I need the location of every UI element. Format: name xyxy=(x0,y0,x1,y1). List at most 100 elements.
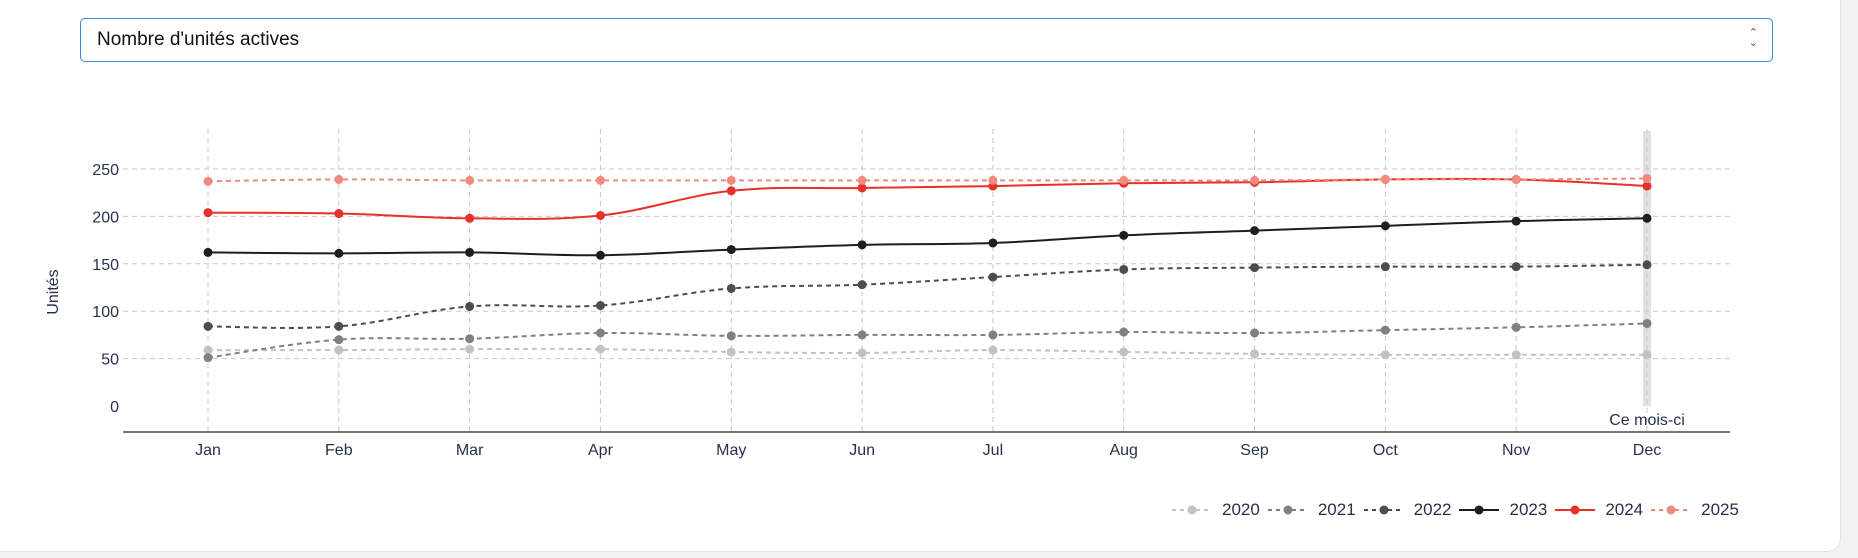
data-point xyxy=(726,186,736,196)
legend-line-icon xyxy=(1172,505,1212,515)
series-2024 xyxy=(203,174,1652,223)
x-tick-label: Feb xyxy=(325,442,353,459)
x-tick-label: Jan xyxy=(195,442,221,459)
data-point xyxy=(1250,175,1260,185)
metric-select[interactable]: Nombre d'unités actives ⌃ ⌄ xyxy=(80,18,1773,62)
data-point xyxy=(1250,328,1260,338)
legend-label: 2025 xyxy=(1701,500,1739,519)
data-point xyxy=(1119,175,1129,185)
chevron-up-down-icon: ⌃ ⌄ xyxy=(1748,27,1758,49)
data-point xyxy=(203,345,213,355)
data-point xyxy=(1511,322,1521,332)
metric-select-value: Nombre d'unités actives xyxy=(97,29,300,50)
legend-line-icon xyxy=(1363,505,1404,515)
x-tick-label: Nov xyxy=(1502,442,1530,459)
y-tick-label: 0 xyxy=(110,399,119,416)
data-point xyxy=(1380,350,1390,360)
data-point xyxy=(1250,263,1260,273)
data-point xyxy=(465,175,475,185)
legend-label: 2024 xyxy=(1605,500,1644,519)
series-2023 xyxy=(203,213,1652,260)
x-tick-label: Jul xyxy=(983,442,1003,459)
legend-item-2025[interactable]: 2025 xyxy=(1649,500,1739,520)
legend-item-2022[interactable]: 2022 xyxy=(1362,500,1452,520)
data-point xyxy=(1511,350,1521,360)
legend-label: 2023 xyxy=(1509,500,1548,519)
y-tick-label: 250 xyxy=(92,162,119,179)
y-tick-label: 150 xyxy=(92,257,119,274)
data-point xyxy=(1642,213,1652,223)
data-point xyxy=(1642,350,1652,360)
series-line-2020 xyxy=(207,347,1647,356)
legend: 2020 2021 2022 2023 2024 2025 xyxy=(1170,500,1745,520)
data-point xyxy=(203,353,213,363)
data-point xyxy=(1511,216,1521,226)
data-point xyxy=(857,175,867,185)
data-point xyxy=(1642,181,1652,191)
current-month-label: Ce mois-ci xyxy=(1609,412,1685,429)
data-point xyxy=(1380,221,1390,231)
legend-item-2023[interactable]: 2023 xyxy=(1457,500,1547,520)
data-point xyxy=(465,301,475,311)
data-point xyxy=(1250,349,1260,359)
data-point xyxy=(726,347,736,357)
series-2025 xyxy=(203,173,1652,186)
x-tick-label: Sep xyxy=(1240,442,1269,459)
data-point xyxy=(334,174,344,184)
data-point xyxy=(1642,260,1652,270)
data-point xyxy=(857,240,867,250)
series-line-2025 xyxy=(207,177,1648,183)
data-point xyxy=(857,280,867,290)
data-point xyxy=(988,345,998,355)
series-line-2024 xyxy=(207,177,1648,220)
legend-line-icon xyxy=(1555,505,1596,515)
data-point xyxy=(1380,174,1390,184)
legend-line-icon xyxy=(1459,505,1500,515)
series-2021 xyxy=(203,319,1652,363)
data-point xyxy=(726,283,736,293)
y-tick-label: 100 xyxy=(92,304,119,321)
x-tick-label: Apr xyxy=(588,442,614,459)
legend-item-2020[interactable]: 2020 xyxy=(1170,500,1260,520)
data-point xyxy=(1119,327,1129,337)
data-point xyxy=(988,175,998,185)
data-point xyxy=(595,210,605,220)
data-point xyxy=(203,321,213,331)
data-point xyxy=(334,335,344,345)
data-point xyxy=(726,331,736,341)
data-point xyxy=(857,183,867,193)
series-line-2021 xyxy=(207,322,1648,359)
data-point xyxy=(1250,226,1260,236)
series-line-2022 xyxy=(207,263,1648,329)
data-point xyxy=(726,245,736,255)
legend-item-2024[interactable]: 2024 xyxy=(1553,500,1643,520)
data-point xyxy=(595,344,605,354)
data-point xyxy=(595,250,605,260)
series-2022 xyxy=(203,260,1652,331)
data-point xyxy=(1119,264,1129,274)
data-point xyxy=(595,175,605,185)
data-point xyxy=(334,345,344,355)
data-point xyxy=(1642,319,1652,329)
y-tick-label: 200 xyxy=(92,209,119,226)
data-point xyxy=(334,321,344,331)
data-point xyxy=(1642,173,1652,183)
data-point xyxy=(857,330,867,340)
data-point xyxy=(1119,230,1129,240)
legend-item-2021[interactable]: 2021 xyxy=(1266,500,1356,520)
data-point xyxy=(988,330,998,340)
data-point xyxy=(988,238,998,248)
legend-label: 2021 xyxy=(1317,500,1356,519)
y-tick-label: 50 xyxy=(101,352,119,369)
data-point xyxy=(1511,262,1521,272)
legend-label: 2022 xyxy=(1413,500,1452,519)
data-point xyxy=(203,176,213,186)
x-tick-label: Jun xyxy=(849,442,875,459)
data-point xyxy=(334,209,344,219)
data-point xyxy=(1119,347,1129,357)
data-point xyxy=(988,272,998,282)
series-line-2023 xyxy=(207,217,1648,257)
x-tick-label: May xyxy=(716,442,746,459)
